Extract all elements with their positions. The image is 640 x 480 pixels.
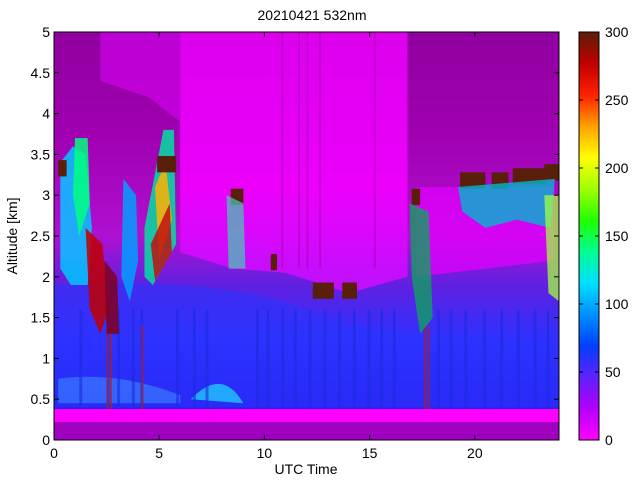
y-tick-label: 1.5 — [31, 310, 51, 326]
cloud-feature — [150, 203, 172, 281]
sky-stripe — [373, 32, 376, 269]
signal-stripe — [436, 309, 440, 412]
signal-stripe — [293, 309, 297, 412]
x-tick-label: 0 — [50, 445, 58, 461]
cloud-feature — [544, 195, 559, 302]
clear-sky-region — [180, 32, 408, 294]
signal-stripe — [117, 309, 121, 412]
x-tick-label: 20 — [467, 445, 483, 461]
y-tick-label: 4 — [42, 106, 50, 122]
y-tick-label: 4.5 — [31, 65, 51, 81]
signal-stripe — [380, 309, 384, 412]
signal-stripe — [464, 309, 468, 412]
upper-sky-region — [100, 32, 181, 122]
signal-stripe — [533, 309, 537, 412]
y-axis-ticks: 0 0.5 1 1.5 2 2.5 3 3.5 4 4.5 5 — [31, 24, 559, 448]
signal-stripe — [338, 309, 342, 412]
signal-stripe — [256, 309, 259, 412]
colorbar-tick-label: 50 — [605, 364, 621, 380]
y-tick-label: 5 — [42, 24, 50, 40]
dark-stripe — [109, 325, 112, 432]
boundary-layer — [54, 283, 559, 408]
signal-stripe — [176, 309, 180, 412]
signal-stripe — [131, 309, 135, 412]
signal-stripe — [205, 309, 209, 412]
dark-stripe — [106, 325, 109, 432]
cloud-feature — [85, 227, 109, 334]
cloud-top — [411, 188, 421, 205]
sky-stripe — [298, 32, 301, 269]
colorbar-ticks: 0 50 100 150 200 250 300 — [579, 24, 629, 448]
y-tick-label: 2 — [42, 269, 50, 285]
signal-stripe — [449, 309, 453, 412]
y-tick-label: 0 — [42, 432, 50, 448]
cloud-feature — [226, 195, 246, 269]
signal-stripe — [500, 309, 504, 412]
cloud-feature — [409, 203, 433, 334]
colorbar-tick-label: 200 — [605, 160, 629, 176]
signal-stripe — [483, 309, 487, 412]
signal-stripe — [516, 309, 520, 412]
signal-stripe — [79, 309, 83, 412]
signal-stripe — [352, 309, 356, 412]
signal-stripe — [308, 309, 312, 412]
y-tick-label: 0.5 — [31, 391, 51, 407]
cloud-feature — [121, 178, 139, 302]
aerosol-plume — [190, 383, 244, 404]
x-axis-ticks: 0 5 10 15 20 — [50, 32, 483, 461]
chart-title: 20210421 532nm — [258, 7, 367, 23]
cloud-feature — [458, 178, 555, 228]
cloud-top — [157, 156, 177, 173]
cloud-feature — [72, 138, 90, 236]
y-axis-label: Altitude [km] — [4, 197, 20, 274]
x-axis-label: UTC Time — [275, 461, 338, 477]
cloud-top — [312, 282, 334, 299]
signal-stripe — [546, 309, 550, 412]
dark-stripe — [424, 325, 427, 432]
colorbar-tick-label: 300 — [605, 24, 629, 40]
y-tick-label: 3.5 — [31, 146, 51, 162]
y-tick-label: 3 — [42, 187, 50, 203]
signal-stripe — [367, 309, 371, 412]
plot-area — [54, 32, 559, 440]
cloud-top — [460, 172, 486, 189]
sky-stripe — [319, 32, 322, 269]
cloud-top — [544, 164, 559, 181]
dark-stripe — [427, 325, 430, 432]
signal-stripe — [281, 309, 285, 412]
sky-stripe — [306, 32, 309, 269]
signal-stripe — [192, 309, 196, 412]
colorbar-tick-label: 150 — [605, 228, 629, 244]
sky-stripe — [281, 32, 284, 269]
surface-band — [54, 408, 559, 423]
x-tick-label: 15 — [362, 445, 378, 461]
heatmap-features — [54, 32, 559, 440]
dark-stripe — [141, 325, 144, 432]
x-tick-label: 10 — [257, 445, 273, 461]
signal-stripe — [323, 309, 327, 412]
x-tick-label: 5 — [155, 445, 163, 461]
y-tick-label: 1 — [42, 350, 50, 366]
colorbar-tick-label: 0 — [605, 432, 613, 448]
cloud-feature — [104, 260, 120, 334]
colorbar-tick-label: 250 — [605, 92, 629, 108]
y-tick-label: 2.5 — [31, 228, 51, 244]
near-ground-band — [54, 422, 559, 440]
cloud-top — [342, 282, 357, 299]
colorbar-tick-label: 100 — [605, 296, 629, 312]
cloud-top — [58, 160, 67, 177]
signal-stripe — [266, 309, 270, 412]
signal-stripe — [392, 309, 396, 412]
cloud-top — [270, 253, 278, 271]
